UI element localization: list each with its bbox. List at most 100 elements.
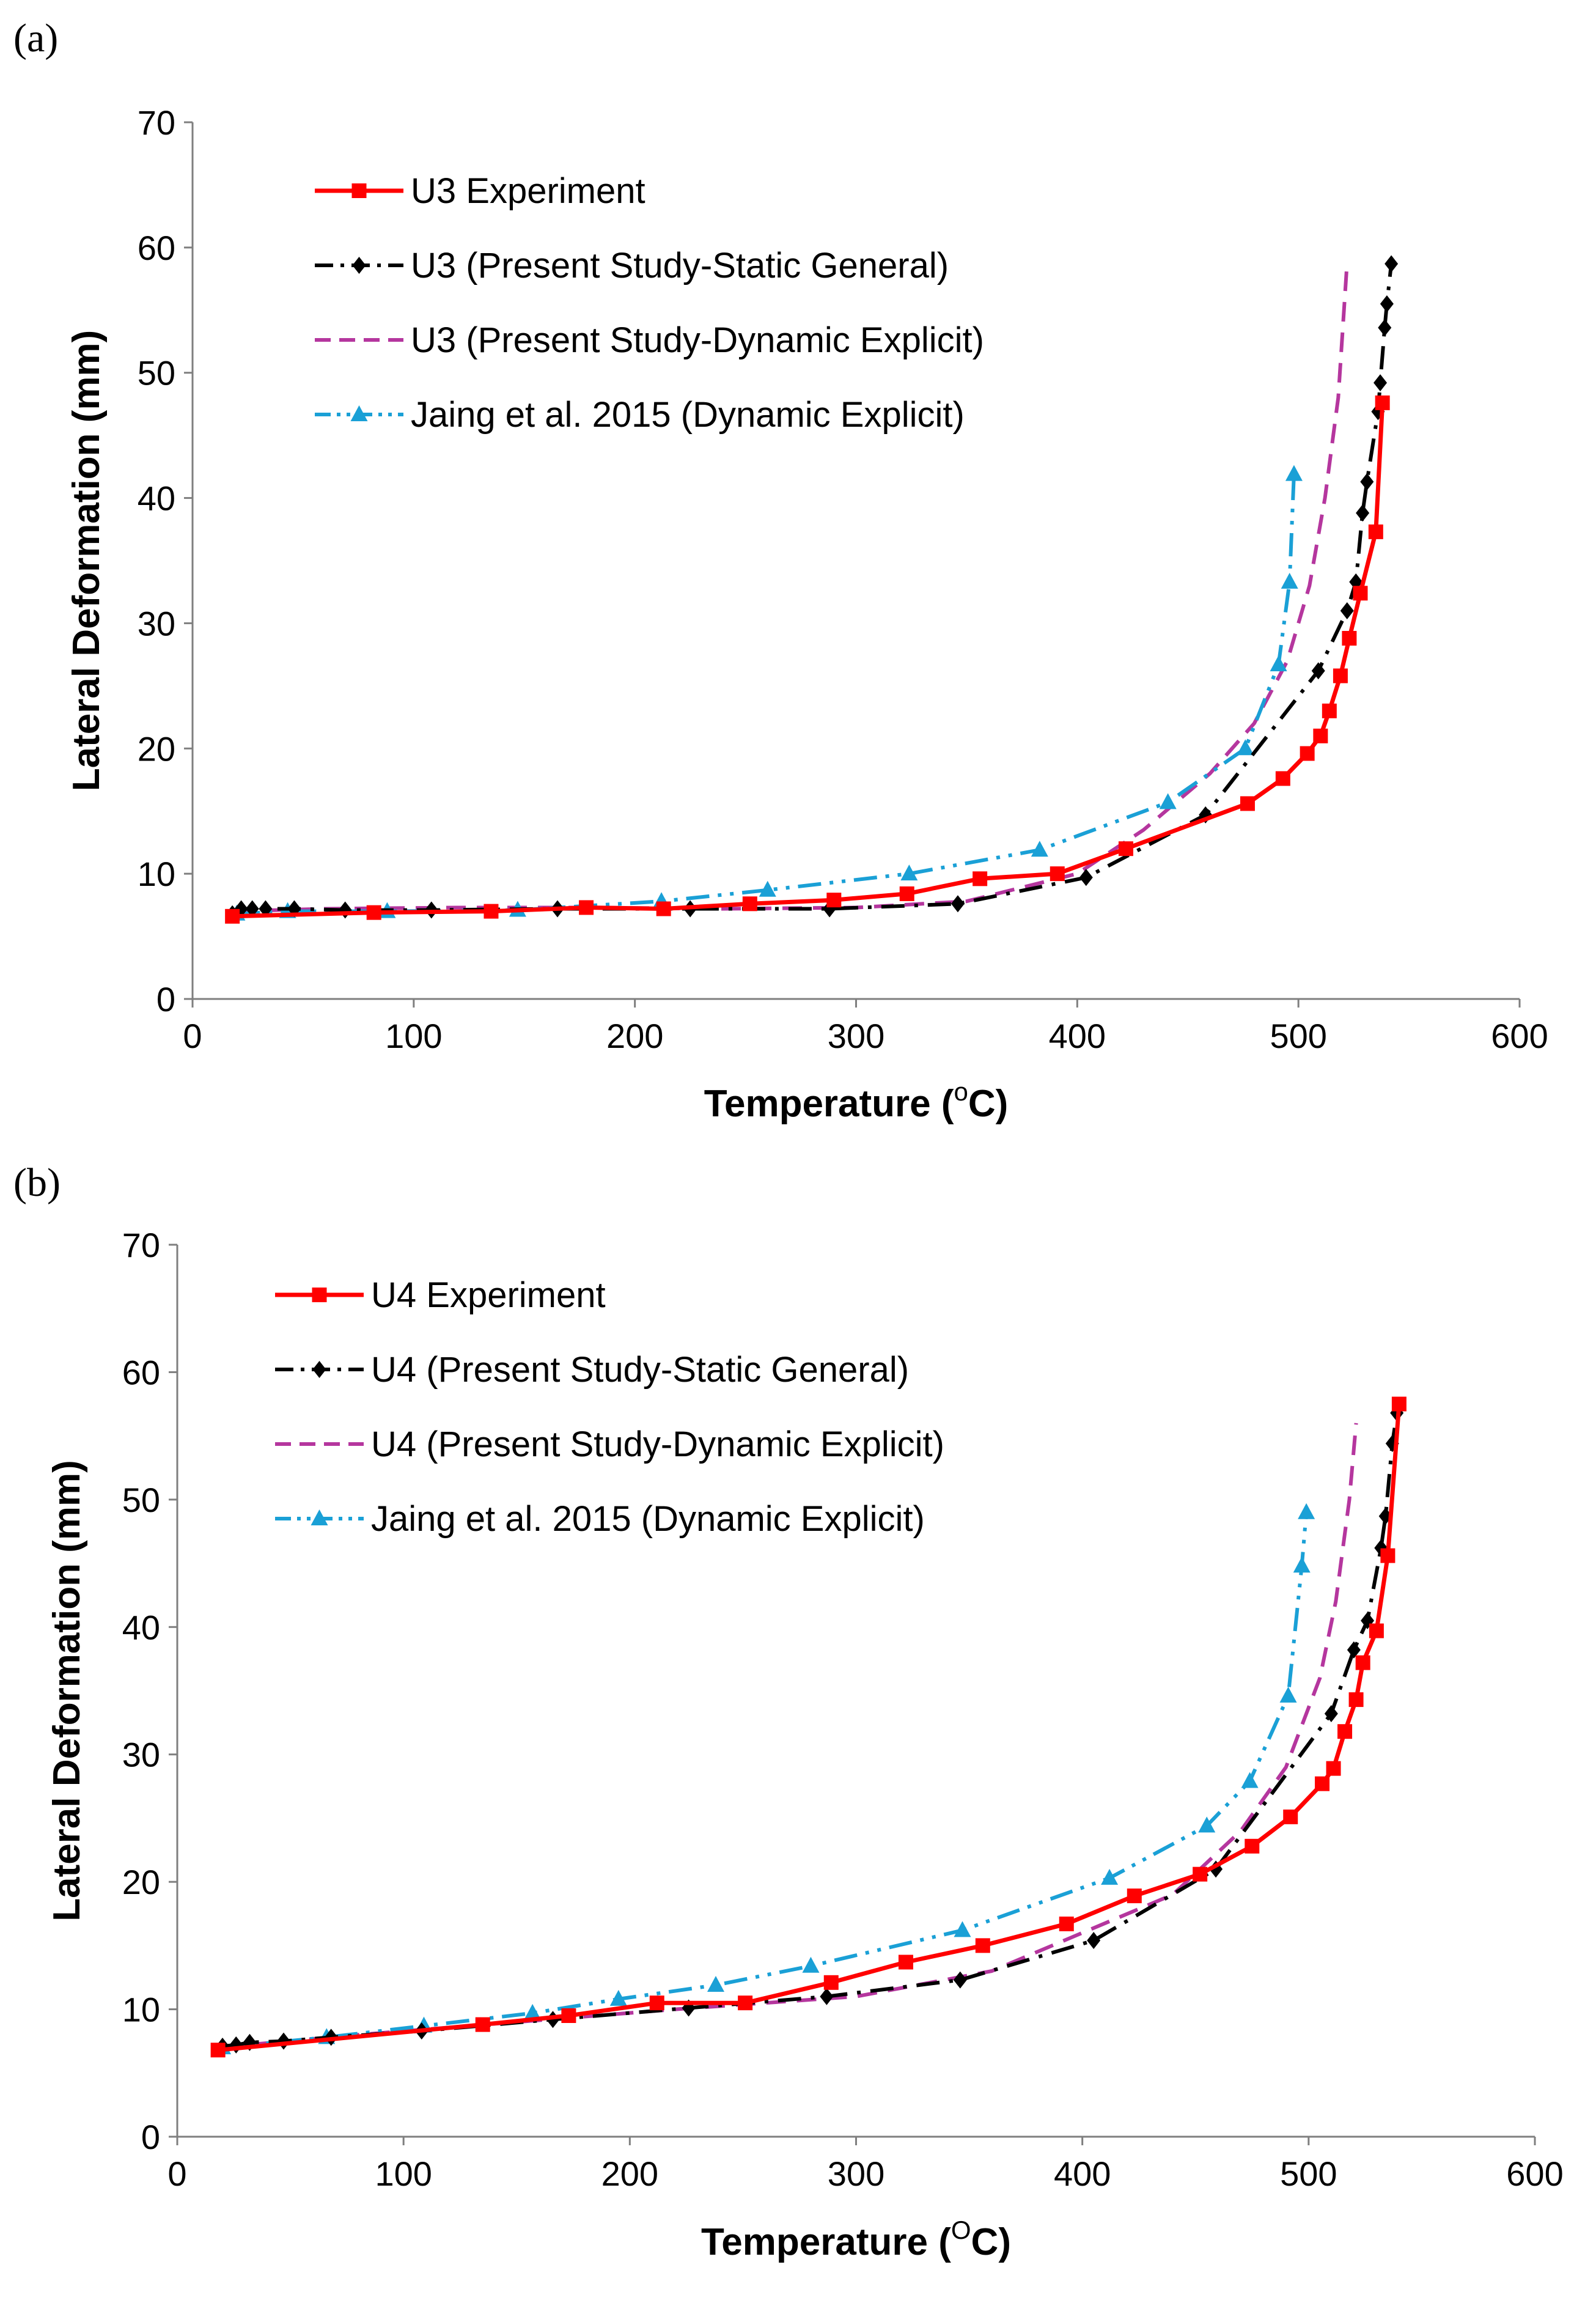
data-point [951,895,965,913]
data-point [1118,841,1133,857]
data-point [953,1971,967,1989]
data-point [1127,1888,1142,1904]
data-point [1360,473,1374,490]
data-point [1375,395,1390,410]
data-point [609,1989,627,2006]
data-point [759,880,776,897]
legend-label: Jaing et al. 2015 (Dynamic Explicit) [411,395,965,435]
data-point [1326,1761,1341,1776]
x-tick-label: 400 [1054,2154,1111,2193]
y-tick-label: 70 [138,103,175,142]
series-3 [214,1503,1315,2055]
data-point [524,2003,542,2020]
data-point [802,1956,820,1973]
x-tick-label: 0 [167,2154,186,2193]
x-tick-label: 500 [1270,1017,1326,1055]
y-tick-label: 60 [138,229,175,267]
data-point [1241,1772,1259,1788]
data-point [475,2017,490,2032]
y-tick-label: 30 [122,1736,160,1774]
data-point [975,1938,990,1953]
y-tick-label: 30 [138,604,175,643]
data-point [1275,771,1290,786]
data-point [1380,1548,1396,1563]
data-point [1333,668,1348,684]
data-point [1240,796,1255,811]
x-axis-title: Temperature (OC) [701,2216,1011,2263]
panel-label: (a) [13,16,58,61]
legend-label: U3 Experiment [411,171,645,211]
data-point [1337,1724,1353,1739]
x-tick-label: 400 [1049,1017,1106,1055]
series-2 [218,1423,1358,2050]
chart-panel-a: (a) 0 10 20 30 40 50 60 70 0 100 200 300 400 500 600 Tem… [13,16,1548,1125]
y-tick-label: 0 [156,980,175,1019]
y-tick-label: 20 [138,729,175,768]
data-point [898,1955,913,1970]
data-point [276,2032,290,2050]
data-point [245,900,259,918]
series-line [222,1512,1309,2050]
data-point [1315,1776,1330,1791]
legend-marker [312,1288,327,1302]
data-point [1374,374,1388,392]
data-point [1369,1623,1384,1638]
data-point [1293,1557,1311,1573]
legend-marker [312,1361,326,1378]
data-point [579,900,594,915]
y-tick-label: 50 [122,1481,160,1519]
data-point [1270,655,1287,672]
data-point [1353,586,1368,601]
data-point [561,2008,576,2023]
data-point [1279,1686,1297,1703]
data-point [1322,703,1337,718]
series-0 [210,1396,1407,2058]
data-point [484,904,499,919]
data-point [823,1975,839,1990]
legend-label: U4 (Present Study-Dynamic Explicit) [371,1424,944,1464]
legend: U4 Experiment U4 (Present Study-Static Ge… [275,1275,944,1539]
data-point [1087,1932,1101,1950]
y-tick-label: 50 [138,354,175,392]
x-tick-label: 100 [375,2154,432,2193]
data-point [1347,1641,1361,1659]
data-point [1198,1816,1216,1833]
y-tick-label: 20 [122,1863,160,1901]
data-point [1380,295,1394,313]
data-point [826,893,842,908]
legend-marker [311,1509,328,1525]
x-tick-label: 600 [1491,1017,1548,1055]
legend: U3 Experiment U3 (Present Study-Static Ge… [315,171,984,435]
series-line [218,1423,1358,2050]
y-tick-label: 70 [122,1226,160,1264]
x-tick-label: 500 [1280,2154,1337,2193]
data-point [1050,866,1065,882]
data-point [338,901,352,919]
series-3 [228,465,1303,921]
data-point [742,896,757,912]
data-point [1340,602,1354,619]
data-point [1298,1503,1315,1519]
legend-label: U3 (Present Study-Static General) [411,246,949,286]
data-point [1079,869,1093,886]
data-point [1313,728,1328,743]
data-point [1245,1838,1260,1854]
series-0 [225,395,1390,924]
y-tick-label: 40 [138,479,175,518]
data-point [1385,255,1399,273]
data-point [1355,1655,1370,1670]
data-point [229,2036,243,2054]
data-point [1378,319,1392,336]
x-axis-title: Temperature (oC) [704,1077,1009,1125]
data-point [1237,739,1254,756]
data-point [900,864,918,881]
x-tick-label: 200 [601,2154,658,2193]
data-point [656,901,671,916]
data-point [899,886,914,901]
y-tick-label: 10 [138,855,175,893]
x-tick-label: 0 [183,1017,202,1055]
data-point [1159,793,1177,809]
data-point [1342,631,1357,646]
data-point [366,905,381,920]
data-point [1059,1916,1074,1931]
